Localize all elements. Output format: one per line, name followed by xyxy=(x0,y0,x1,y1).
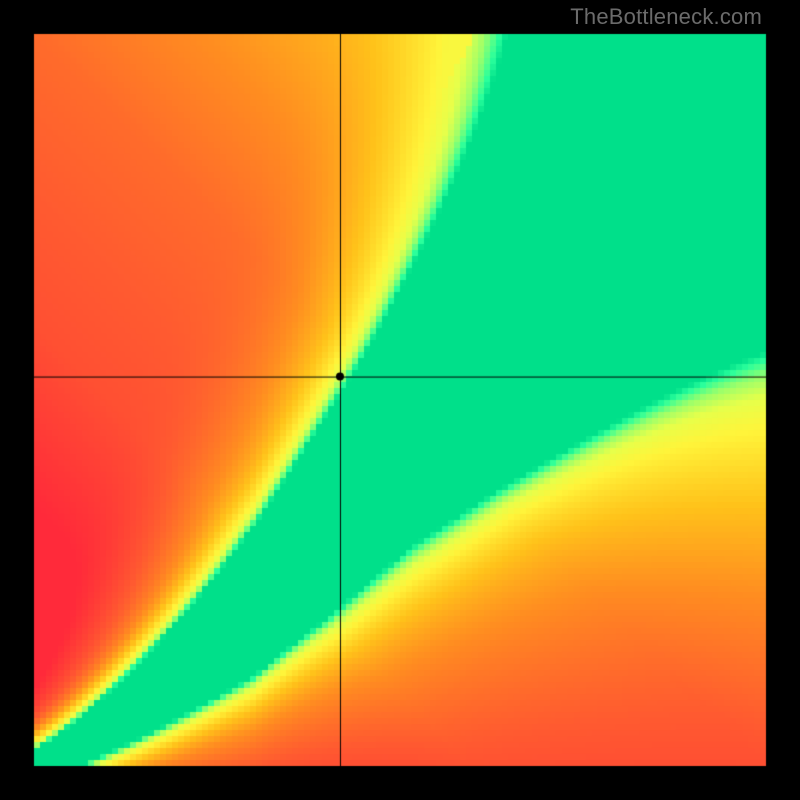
watermark-text: TheBottleneck.com xyxy=(570,4,762,30)
heatmap-canvas xyxy=(0,0,800,800)
chart-container: TheBottleneck.com xyxy=(0,0,800,800)
